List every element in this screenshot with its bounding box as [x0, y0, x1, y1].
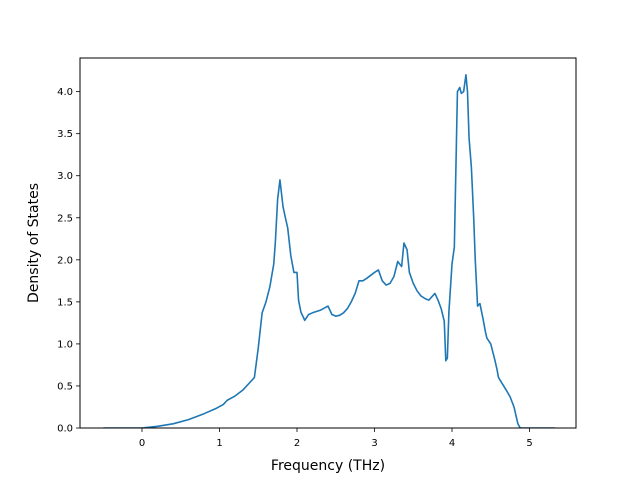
y-tick-label: 1.5 — [57, 297, 73, 308]
plot-area — [103, 74, 556, 428]
x-tick-label: 0 — [139, 438, 145, 449]
y-tick-label: 0.0 — [57, 424, 73, 435]
x-tick-label: 1 — [216, 438, 222, 449]
dos-series-line-0 — [103, 74, 556, 428]
x-tick-label: 4 — [449, 438, 455, 449]
y-tick-label: 0.5 — [57, 381, 73, 392]
y-tick-label: 4.0 — [57, 87, 73, 98]
y-tick-label: 1.0 — [57, 339, 73, 350]
y-tick-label: 3.0 — [57, 171, 73, 182]
y-axis: 0.0 0.5 1.0 1.5 2.0 2.5 3.0 3.5 4.0 — [57, 87, 80, 435]
y-tick-label: 2.5 — [57, 213, 73, 224]
y-axis-label: Density of States — [26, 183, 42, 303]
y-tick-label: 3.5 — [57, 129, 73, 140]
x-tick-label: 2 — [294, 438, 300, 449]
axes-frame — [79, 57, 577, 429]
x-tick-label: 3 — [371, 438, 377, 449]
x-tick-label: 5 — [526, 438, 532, 449]
x-axis: 0 1 2 3 4 5 — [139, 428, 533, 449]
y-tick-label: 2.0 — [57, 255, 73, 266]
x-axis-label: Frequency (THz) — [271, 458, 385, 474]
